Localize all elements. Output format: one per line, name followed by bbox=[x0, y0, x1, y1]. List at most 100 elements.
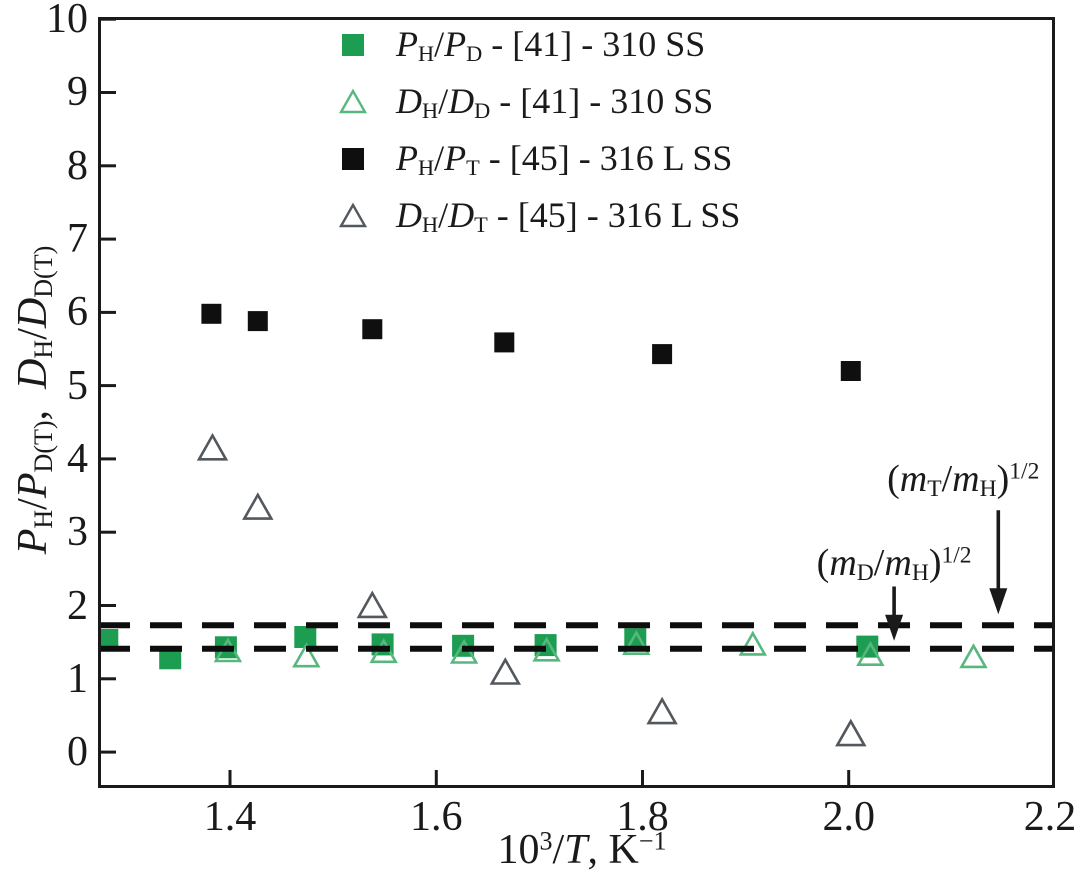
x-tick-label: 1.6 bbox=[410, 794, 463, 840]
text-segment: D bbox=[474, 97, 491, 123]
text-segment: - [41] - 310 SS bbox=[490, 80, 714, 121]
y-tick-label: 6 bbox=[67, 289, 88, 336]
text-segment: / bbox=[873, 542, 885, 585]
legend-item-0: PH/PD - [41] - 310 SS bbox=[336, 16, 740, 73]
y-tick-label: 0 bbox=[67, 729, 88, 776]
plot-area bbox=[98, 17, 1055, 788]
x-tick-label: 2.0 bbox=[822, 794, 876, 840]
legend-label: PH/PT - [45] - 316 L SS bbox=[396, 137, 732, 181]
legend-label: PH/PD - [41] - 310 SS bbox=[396, 23, 705, 67]
y-tick-label: 2 bbox=[67, 582, 88, 629]
text-segment: H bbox=[28, 339, 58, 359]
text-segment: D bbox=[856, 560, 874, 587]
y-tick-label: 4 bbox=[67, 435, 88, 482]
x-tick-label: 1.8 bbox=[616, 794, 669, 840]
text-segment: ) bbox=[928, 542, 942, 585]
text-segment: P bbox=[396, 23, 418, 64]
data-point-series-3 bbox=[242, 492, 274, 520]
text-segment: ( bbox=[887, 458, 900, 501]
text-segment: D bbox=[448, 80, 475, 121]
y-tick-label: 10 bbox=[46, 0, 88, 43]
data-point-series-1 bbox=[959, 643, 988, 669]
text-segment: / bbox=[10, 498, 57, 510]
text-segment: ) bbox=[996, 458, 1010, 501]
text-segment: H bbox=[418, 40, 435, 66]
data-point-series-2 bbox=[652, 344, 673, 365]
legend-item-3: DH/DT - [45] - 316 L SS bbox=[336, 187, 740, 244]
text-segment: - [45] - 316 L SS bbox=[487, 194, 741, 235]
text-segment: D bbox=[396, 80, 422, 121]
annotation-label-mT: (mT/mH)1/2 bbox=[887, 457, 1039, 503]
text-segment: T bbox=[474, 211, 488, 237]
text-segment: D bbox=[466, 40, 483, 66]
legend-triangle-icon bbox=[336, 88, 370, 115]
x-tick-label: 1.4 bbox=[203, 794, 257, 840]
text-segment: m bbox=[952, 458, 980, 501]
text-segment: / bbox=[941, 458, 953, 501]
y-tick-label: 8 bbox=[67, 142, 88, 189]
x-axis-label: 103/T, K−1 bbox=[497, 826, 666, 874]
data-point-series-2 bbox=[840, 361, 861, 381]
legend-square-icon bbox=[336, 147, 370, 170]
legend-label: DH/DT - [45] - 316 L SS bbox=[396, 194, 740, 238]
text-segment: T bbox=[927, 476, 942, 503]
text-segment: 1/2 bbox=[1009, 458, 1040, 485]
data-point-series-2 bbox=[362, 319, 383, 340]
text-segment: P bbox=[396, 137, 418, 178]
annotation-arrow-head-mT bbox=[989, 588, 1008, 615]
data-point-series-2 bbox=[201, 303, 222, 324]
text-segment: D bbox=[448, 194, 475, 235]
text-segment: P bbox=[444, 23, 467, 64]
text-segment: 10 bbox=[497, 827, 540, 873]
text-segment: m bbox=[899, 458, 928, 501]
x-tick-label: 2.2 bbox=[1023, 794, 1077, 840]
y-tick-label: 3 bbox=[67, 509, 88, 556]
data-point-series-3 bbox=[835, 718, 867, 747]
text-segment: T bbox=[466, 154, 480, 180]
data-point-series-1 bbox=[856, 640, 885, 667]
text-segment: / bbox=[438, 194, 449, 235]
data-point-series-3 bbox=[196, 432, 229, 461]
legend-square-icon bbox=[336, 33, 370, 56]
data-point-series-1 bbox=[738, 630, 768, 656]
text-segment: / bbox=[552, 827, 565, 873]
text-segment: H bbox=[911, 560, 929, 587]
data-point-series-3 bbox=[646, 696, 678, 725]
text-segment: 1/2 bbox=[941, 543, 972, 570]
annotation-label-mD: (mD/mH)1/2 bbox=[817, 541, 972, 587]
text-segment: / bbox=[434, 137, 445, 178]
data-point-series-1 bbox=[449, 638, 479, 664]
y-tick-label: 5 bbox=[67, 362, 88, 409]
text-segment: m bbox=[884, 542, 912, 585]
y-tick-label: 1 bbox=[67, 655, 88, 702]
legend-triangle-icon bbox=[336, 202, 370, 229]
text-segment: H bbox=[422, 211, 439, 237]
legend: PH/PD - [41] - 310 SS DH/DD - [41] - 310 … bbox=[336, 16, 740, 244]
data-point-series-3 bbox=[489, 657, 522, 685]
plot-frame bbox=[98, 17, 1055, 788]
text-segment: H bbox=[979, 476, 997, 503]
data-point-series-1 bbox=[292, 642, 321, 668]
data-point-series-1 bbox=[622, 629, 651, 656]
data-point-series-2 bbox=[494, 332, 515, 353]
text-segment: 3 bbox=[539, 826, 553, 856]
text-segment: / bbox=[438, 80, 449, 121]
text-segment: / bbox=[434, 23, 445, 64]
legend-item-2: PH/PT - [45] - 316 L SS bbox=[336, 130, 740, 187]
text-segment: P bbox=[444, 137, 467, 178]
text-segment: ( bbox=[816, 542, 830, 585]
text-segment: D bbox=[396, 194, 422, 235]
text-segment: - [41] - 310 SS bbox=[482, 23, 706, 64]
text-segment: H bbox=[422, 97, 439, 123]
plot-canvas bbox=[98, 17, 1055, 788]
text-segment: T bbox=[564, 827, 588, 873]
text-segment: , K bbox=[587, 827, 639, 873]
annotation-arrow-head-mD bbox=[885, 614, 904, 641]
legend-item-1: DH/DD - [41] - 310 SS bbox=[336, 73, 740, 130]
y-tick-label: 9 bbox=[67, 69, 88, 116]
text-segment: m bbox=[829, 542, 857, 585]
data-point-series-2 bbox=[247, 311, 268, 332]
legend-label: DH/DD - [41] - 310 SS bbox=[396, 80, 713, 124]
data-point-series-3 bbox=[356, 590, 389, 619]
